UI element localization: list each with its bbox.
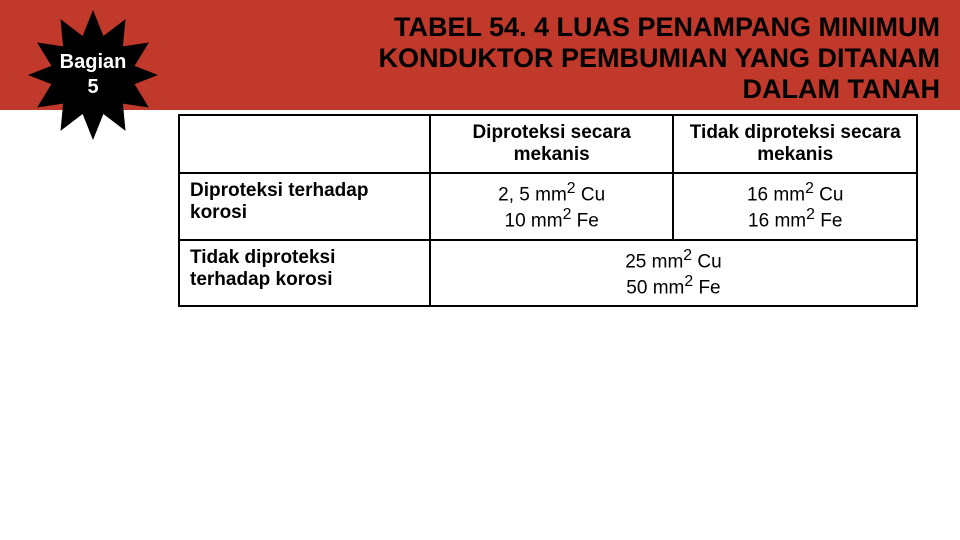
title-line2: KONDUKTOR PEMBUMIAN YANG DITANAM [378, 43, 940, 73]
page-title: TABEL 54. 4 LUAS PENAMPANG MINIMUM KONDU… [180, 12, 940, 105]
title-line1: TABEL 54. 4 LUAS PENAMPANG MINIMUM [394, 12, 940, 42]
starburst-line1: Bagian [60, 51, 127, 73]
table-row: Diproteksi terhadap korosi 2, 5 mm2 Cu 1… [179, 173, 917, 240]
cell-r1c2: 16 mm2 Cu 16 mm2 Fe [673, 173, 917, 240]
table-row: Tidak diproteksi terhadap korosi 25 mm2 … [179, 240, 917, 307]
title-line3: DALAM TANAH [743, 74, 940, 104]
row-unprotected-corrosion: Tidak diproteksi terhadap korosi [179, 240, 430, 307]
cell-r2-merged: 25 mm2 Cu 50 mm2 Fe [430, 240, 917, 307]
col-blank [179, 115, 430, 173]
cell-r1c1: 2, 5 mm2 Cu 10 mm2 Fe [430, 173, 674, 240]
row-protected-corrosion: Diproteksi terhadap korosi [179, 173, 430, 240]
col-unprotected-mech: Tidak diproteksi secara mekanis [673, 115, 917, 173]
table-header-row: Diproteksi secara mekanis Tidak diprotek… [179, 115, 917, 173]
col-protected-mech: Diproteksi secara mekanis [430, 115, 674, 173]
section-starburst: Bagian 5 [28, 10, 158, 140]
data-table: Diproteksi secara mekanis Tidak diprotek… [178, 114, 918, 307]
starburst-line2: 5 [87, 76, 98, 98]
